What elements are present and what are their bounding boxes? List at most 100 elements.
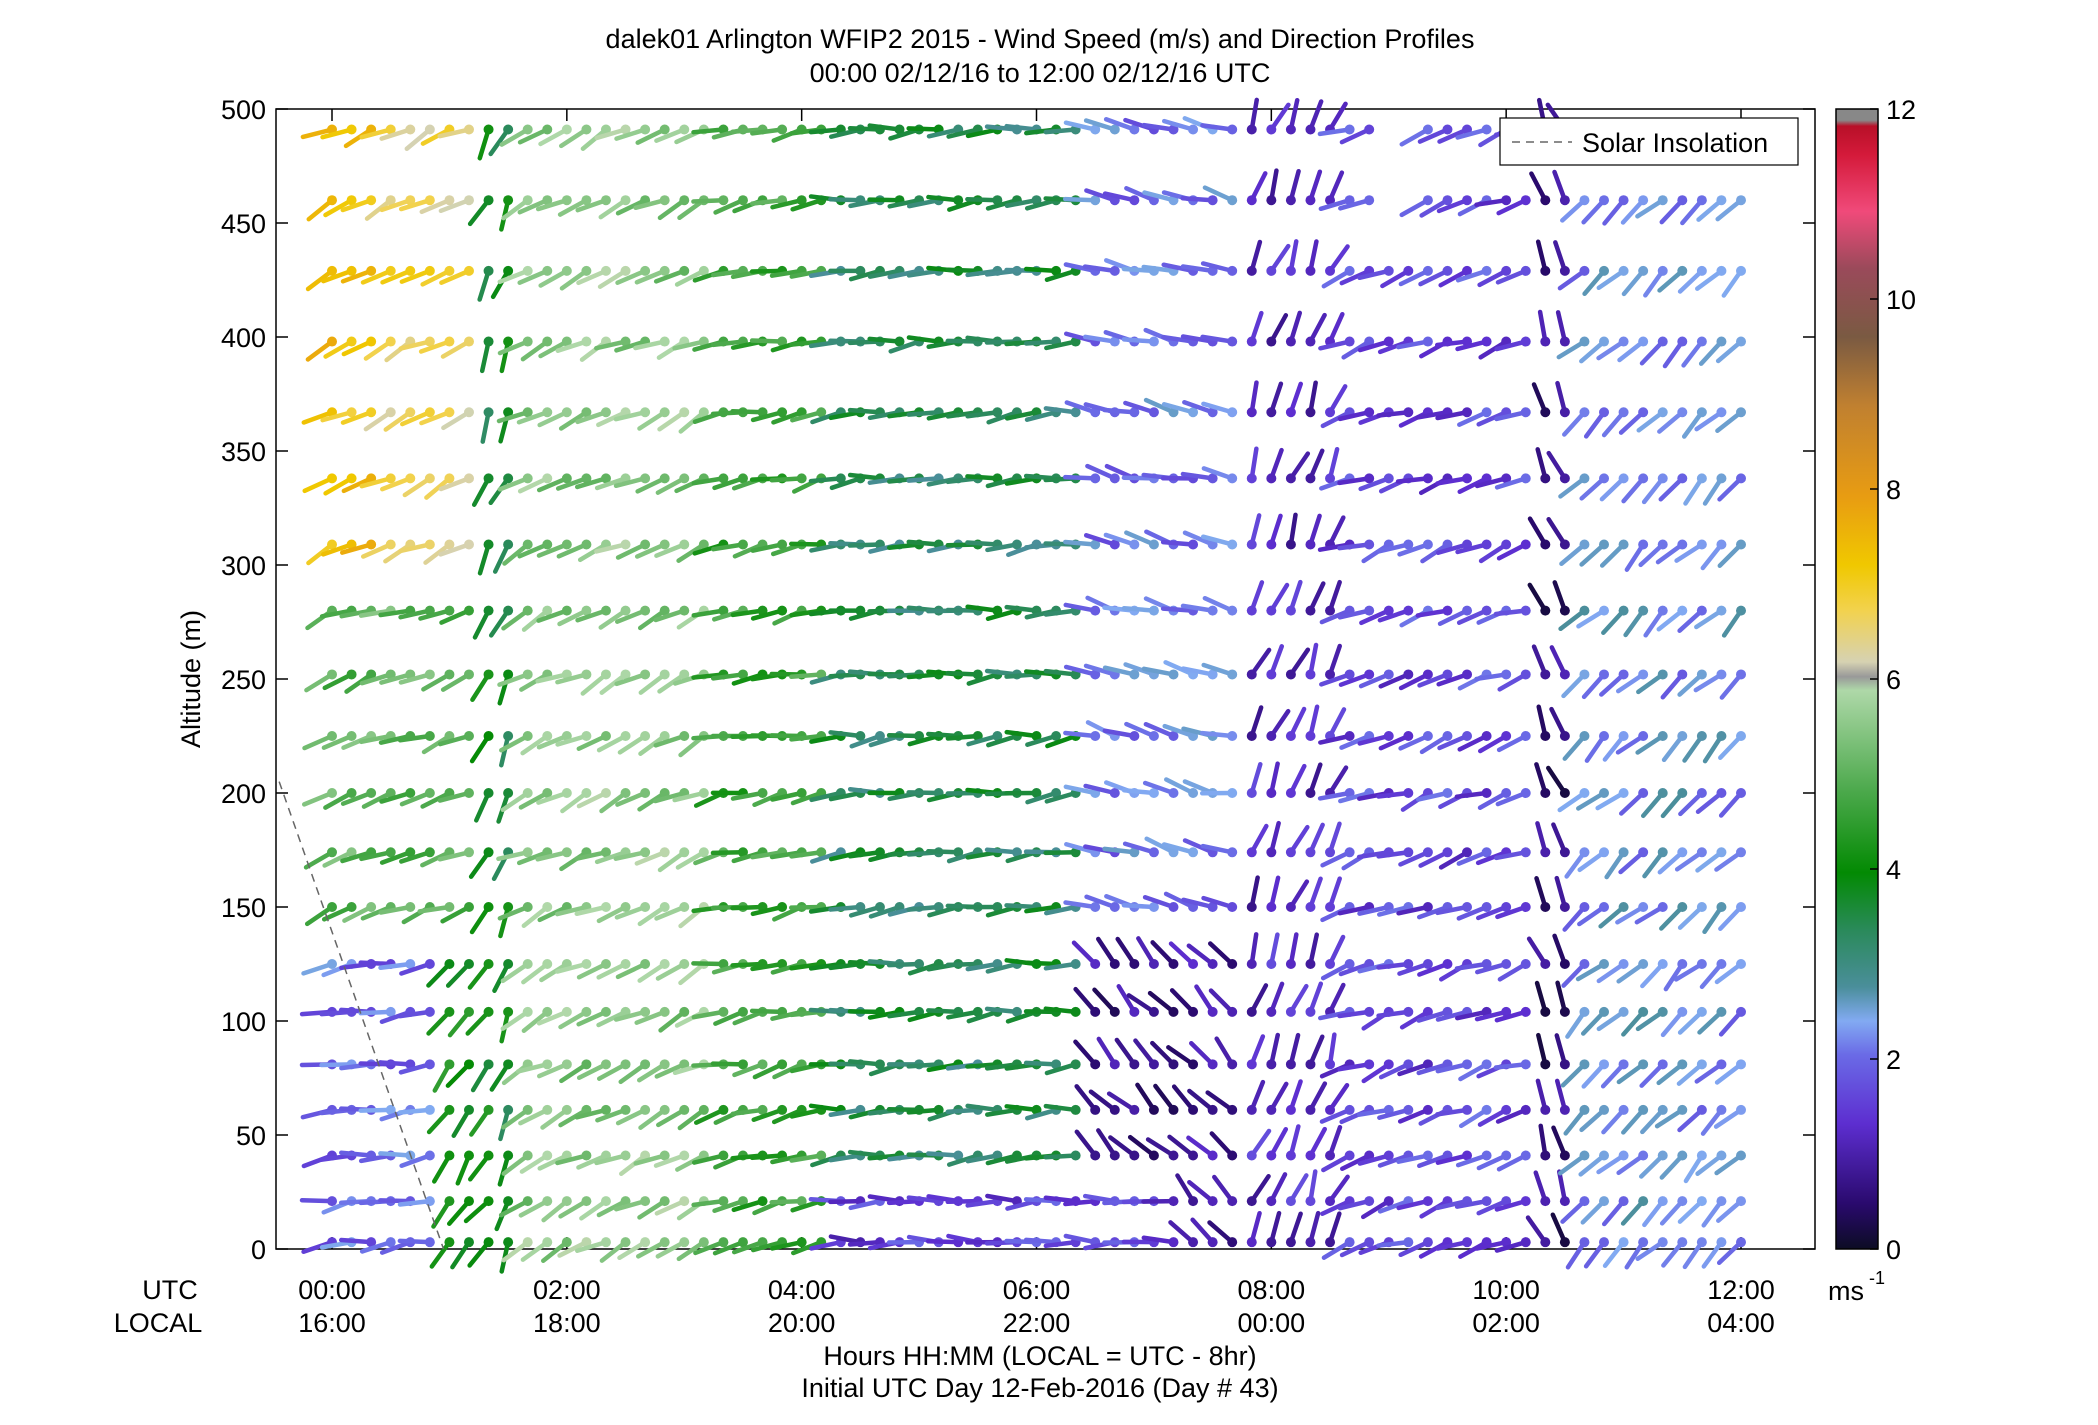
wind-barb-dot (1305, 902, 1316, 912)
wind-barb-dot (1579, 959, 1590, 969)
wind-barb-dot (600, 605, 611, 616)
wind-barb-shaft (340, 197, 374, 213)
wind-barb-shaft (750, 1239, 785, 1253)
wind-barb-dot (1129, 1059, 1140, 1070)
wind-barb-shaft (1615, 672, 1646, 694)
wind-barb-dot (1501, 1237, 1512, 1248)
wind-barb-dot (1364, 336, 1375, 347)
wind-barb-shaft (907, 1009, 941, 1023)
wind-barb-shaft (1718, 733, 1744, 760)
wind-barb-dot (385, 1237, 396, 1248)
wind-barb-dot (1657, 959, 1668, 969)
wind-barb-shaft (420, 268, 452, 287)
wind-barb-dot (1168, 902, 1179, 912)
wind-barb-dot (1657, 1237, 1668, 1248)
wind-barb-shaft (1308, 581, 1326, 613)
wind-barb-dot (1696, 473, 1707, 484)
wind-barb-shaft (1677, 1107, 1705, 1133)
wind-barb-shaft (1535, 821, 1548, 855)
wind-barb-dot (1638, 1237, 1649, 1248)
wind-barb-dot (522, 788, 533, 798)
wind-barb-dot (444, 605, 455, 616)
wind-barb-dot (1285, 1150, 1296, 1161)
wind-barb-dot (1638, 407, 1649, 418)
wind-barb-dot (1148, 1059, 1159, 1070)
wind-barb-shaft (1642, 1198, 1665, 1228)
wind-barb-dot (1051, 265, 1062, 276)
wind-barb-dot (561, 731, 572, 741)
wind-barb-dot (1540, 959, 1551, 969)
wind-barb-dot (698, 1237, 709, 1248)
wind-barb-dot (1403, 265, 1414, 276)
wind-barb-shaft (1064, 400, 1098, 415)
wind-barb-dot (1540, 902, 1551, 912)
wind-barb-dot (1266, 959, 1277, 969)
wind-barb-dot (1305, 1196, 1316, 1207)
wind-barb-dot (522, 959, 533, 969)
wind-barb-shaft (1458, 1062, 1489, 1082)
wind-barb-dot (503, 1150, 514, 1161)
wind-barb-dot (1207, 1006, 1218, 1017)
wind-barb-shaft (1102, 407, 1137, 415)
wind-barb-dot (1090, 1150, 1101, 1161)
wind-barb-dot (679, 539, 690, 550)
wind-barb-dot (1364, 669, 1375, 680)
wind-barb-dot (600, 902, 611, 912)
wind-barb-shaft (828, 1107, 863, 1117)
wind-barb-dot (718, 1006, 729, 1017)
wind-barb-dot (1442, 731, 1453, 741)
wind-barb-dot (1305, 1006, 1316, 1017)
wind-barb-dot (1246, 539, 1257, 550)
wind-barb-dot (737, 539, 748, 550)
wind-barb-dot (1129, 1006, 1140, 1017)
wind-barb-shaft (536, 790, 570, 805)
x-row-label-utc: UTC (142, 1275, 198, 1305)
wind-barb-dot (463, 1196, 474, 1207)
wind-barb-shaft (788, 904, 824, 910)
wind-barb-shaft (498, 904, 511, 939)
wind-barb-dot (1070, 1150, 1081, 1161)
wind-barb-dot (1716, 473, 1727, 484)
wind-barb-shaft (360, 268, 393, 285)
wind-barb-dot (581, 788, 592, 798)
wind-barb-shaft (634, 1009, 667, 1025)
wind-barb-dot (444, 265, 455, 276)
wind-barb-dot (659, 605, 670, 616)
wind-barb-shaft (1269, 243, 1291, 274)
wind-barb-shaft (906, 476, 941, 483)
wind-barb-dot (581, 195, 592, 206)
wind-barb-shaft (691, 672, 726, 680)
wind-barb-shaft (1043, 127, 1078, 135)
wind-barb-dot (444, 1237, 455, 1248)
wind-barb-dot (483, 902, 494, 912)
wind-barb-dot (600, 669, 611, 680)
wind-barb-shaft (1656, 608, 1685, 632)
wind-barb-dot (1090, 1104, 1101, 1115)
wind-barb-dot (1090, 195, 1101, 206)
y-tick-label: 50 (236, 1121, 266, 1151)
wind-barb-dot (1109, 539, 1120, 550)
wind-barb-dot (1657, 473, 1668, 484)
wind-barb-dot (1188, 1196, 1199, 1207)
wind-barb-shaft (1495, 268, 1528, 285)
wind-barb-shaft (1546, 450, 1568, 481)
wind-barb-dot (463, 731, 474, 741)
wind-barb-dot (1207, 407, 1218, 418)
wind-barb-shaft (398, 608, 433, 620)
wind-barb-dot (366, 407, 377, 418)
wind-barb-shaft (397, 1238, 433, 1245)
wind-barb-shaft (1437, 608, 1470, 626)
y-tick-label: 0 (251, 1235, 266, 1265)
wind-barb-shaft (1308, 239, 1319, 274)
wind-barb-dot (1540, 265, 1551, 276)
wind-barb-dot (463, 195, 474, 206)
wind-barb-dot (1540, 1104, 1551, 1115)
wind-barb-dot (1462, 669, 1473, 680)
wind-barb-shaft (1160, 539, 1196, 547)
wind-barb-shaft (1618, 850, 1646, 875)
wind-barb-shaft (1308, 448, 1325, 481)
y-tick-label: 150 (221, 893, 266, 923)
wind-barb-shaft (418, 339, 452, 354)
wind-barb-dot (1716, 1059, 1727, 1070)
wind-barb-dot (1638, 731, 1649, 741)
